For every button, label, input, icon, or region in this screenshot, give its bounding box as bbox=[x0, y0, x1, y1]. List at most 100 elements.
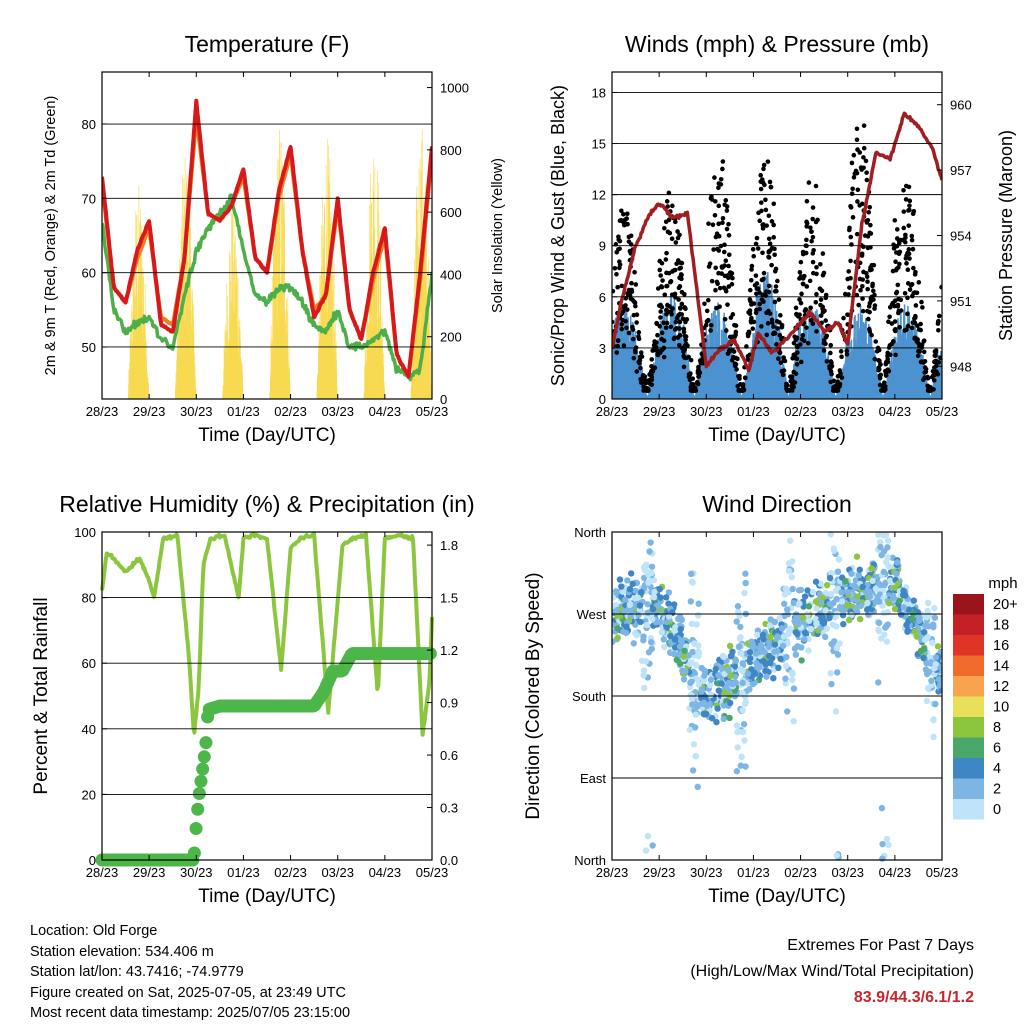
direction-point bbox=[766, 659, 774, 667]
gust-point bbox=[854, 126, 860, 132]
direction-point bbox=[813, 605, 820, 612]
x-tick-label: 30/23 bbox=[690, 404, 723, 419]
chart-title: Temperature (F) bbox=[185, 31, 350, 57]
direction-point bbox=[877, 543, 884, 551]
gust-point bbox=[846, 269, 852, 274]
x-tick-label: 05/23 bbox=[926, 865, 959, 880]
gust-point bbox=[906, 208, 911, 213]
x-tick-label: 28/23 bbox=[596, 404, 629, 419]
gust-point bbox=[661, 320, 666, 326]
gust-point bbox=[649, 357, 655, 362]
x-tick-label: 04/23 bbox=[369, 404, 402, 419]
gust-point bbox=[830, 388, 836, 393]
direction-point bbox=[875, 531, 882, 538]
gust-point bbox=[811, 270, 816, 276]
gust-point bbox=[754, 281, 760, 286]
direction-point bbox=[679, 667, 686, 675]
gust-point bbox=[878, 361, 883, 367]
gust-point bbox=[894, 289, 900, 295]
direction-point bbox=[788, 573, 795, 581]
direction-point bbox=[879, 855, 886, 862]
gust-point bbox=[615, 284, 620, 290]
gust-point bbox=[713, 199, 718, 204]
chart-title: Wind Direction bbox=[702, 491, 852, 517]
gust-point bbox=[893, 267, 899, 273]
gust-point bbox=[660, 278, 665, 283]
direction-point bbox=[695, 652, 702, 660]
gust-point bbox=[632, 269, 637, 275]
direction-point bbox=[688, 678, 695, 685]
gust-point bbox=[664, 283, 669, 289]
direction-point bbox=[827, 531, 834, 538]
gust-point bbox=[895, 302, 901, 308]
gust-point bbox=[824, 333, 830, 339]
direction-point bbox=[884, 554, 891, 561]
direction-point bbox=[752, 650, 760, 657]
direction-point bbox=[623, 623, 630, 630]
gust-point bbox=[918, 327, 924, 333]
direction-point bbox=[790, 685, 798, 692]
gust-point bbox=[838, 349, 844, 354]
direction-point bbox=[809, 588, 817, 596]
direction-point bbox=[692, 661, 700, 669]
gust-point bbox=[912, 272, 918, 277]
direction-point bbox=[650, 594, 658, 601]
gust-point bbox=[906, 247, 912, 252]
gust-point bbox=[719, 271, 725, 276]
gust-point bbox=[797, 269, 803, 275]
gust-point bbox=[797, 297, 802, 302]
direction-point bbox=[643, 621, 651, 629]
gust-point bbox=[720, 159, 726, 164]
gust-point bbox=[641, 379, 646, 385]
gust-point bbox=[794, 335, 800, 340]
direction-point bbox=[660, 643, 668, 651]
gust-point bbox=[769, 219, 775, 224]
gust-point bbox=[771, 201, 777, 207]
direction-point bbox=[689, 701, 696, 708]
direction-point bbox=[694, 783, 701, 791]
gust-point bbox=[814, 329, 819, 334]
gust-point bbox=[766, 236, 772, 242]
gust-point bbox=[714, 305, 719, 311]
plot-border bbox=[101, 71, 433, 400]
direction-point bbox=[742, 570, 749, 577]
gust-point bbox=[774, 342, 779, 347]
direction-point bbox=[789, 670, 796, 678]
gust-point bbox=[696, 374, 701, 379]
direction-point bbox=[920, 645, 928, 653]
gust-point bbox=[893, 259, 898, 264]
x-tick-label: 01/23 bbox=[227, 404, 260, 419]
direction-point bbox=[707, 691, 714, 699]
direction-point bbox=[904, 627, 912, 634]
gust-point bbox=[716, 221, 721, 227]
gust-point bbox=[903, 235, 908, 241]
gust-point bbox=[762, 182, 767, 188]
gust-point bbox=[804, 237, 809, 243]
gust-point bbox=[780, 372, 786, 378]
direction-point bbox=[726, 642, 734, 650]
x-tick-label: 03/23 bbox=[831, 404, 864, 419]
direction-point bbox=[805, 603, 813, 610]
gust-point bbox=[865, 308, 870, 314]
direction-point bbox=[823, 625, 831, 632]
direction-point bbox=[693, 621, 700, 628]
x-tick-label: 28/23 bbox=[86, 404, 119, 419]
gust-point bbox=[675, 335, 681, 340]
gust-point bbox=[855, 199, 860, 204]
y-tick-label: 50 bbox=[82, 340, 96, 355]
gust-point bbox=[655, 332, 660, 338]
gust-point bbox=[646, 388, 651, 393]
gust-point bbox=[702, 301, 707, 307]
direction-point bbox=[783, 606, 791, 613]
y2-tick-label: 0.0 bbox=[440, 853, 458, 868]
direction-point bbox=[828, 640, 835, 648]
gust-point bbox=[748, 298, 753, 304]
gust-point bbox=[805, 340, 811, 346]
precip-point bbox=[423, 647, 437, 661]
gust-point bbox=[760, 250, 765, 256]
legend-label: 6 bbox=[993, 741, 1001, 757]
direction-point bbox=[889, 595, 897, 602]
gust-point bbox=[854, 292, 860, 298]
gust-point bbox=[804, 284, 810, 289]
gust-point bbox=[659, 330, 665, 336]
